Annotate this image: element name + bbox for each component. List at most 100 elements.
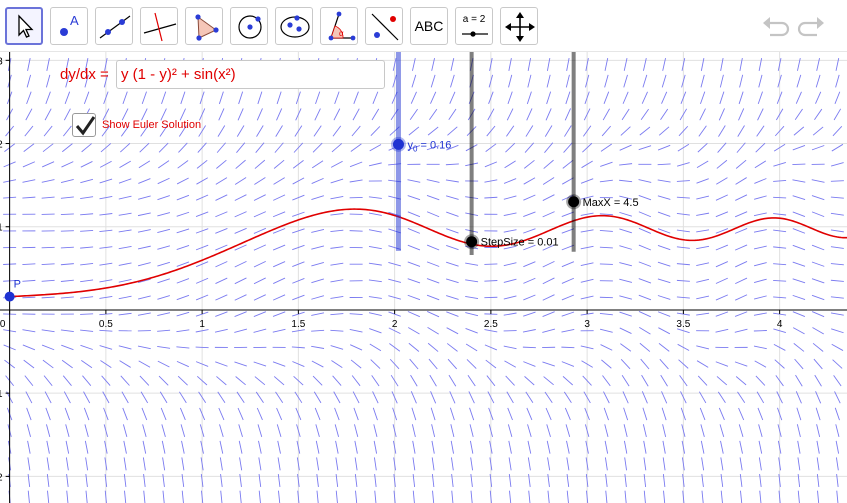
slope-segment [658, 343, 670, 352]
slope-segment [834, 407, 840, 421]
slope-segment [811, 311, 825, 318]
slope-segment [104, 440, 108, 454]
slope-segment [368, 262, 382, 266]
angle-tool-button[interactable]: α [320, 7, 358, 45]
slope-segment [253, 211, 267, 218]
slope-segment [503, 278, 517, 283]
slope-segment [219, 457, 223, 471]
slope-segment [102, 108, 110, 121]
euler-solution-path [9, 208, 847, 298]
move-graphics-view-button[interactable] [500, 7, 538, 45]
slope-segment [258, 490, 261, 503]
slope-segment [561, 361, 575, 367]
slope-segment [157, 245, 171, 250]
cursor-arrow-icon [18, 14, 34, 38]
slope-segment [216, 376, 227, 386]
slope-segment [720, 490, 723, 503]
slope-segment [715, 261, 729, 268]
slope-segment [370, 359, 381, 369]
slope-segment [734, 328, 748, 333]
equation-input-value: y (1 - y)² + sin(x²) [121, 66, 236, 83]
slope-segment [316, 490, 319, 503]
slope-segment [99, 296, 113, 299]
slope-segment [157, 312, 171, 317]
slope-segment [638, 145, 652, 151]
slope-segment [234, 260, 247, 268]
slope-segment [369, 144, 382, 152]
slope-segment [792, 163, 806, 166]
show-euler-solution-checkbox[interactable] [72, 113, 96, 137]
slope-segment [236, 125, 245, 137]
slope-segment [542, 177, 555, 185]
slider-tool-button[interactable]: a = 2 [455, 7, 493, 45]
slope-segment [816, 457, 820, 471]
redo-icon[interactable] [797, 12, 827, 40]
step-size-slider[interactable]: StepSize = 0.01 [464, 52, 559, 256]
slope-segment [778, 490, 781, 503]
slope-segment [682, 490, 685, 503]
slope-segment [526, 91, 532, 105]
slope-segment [792, 261, 806, 267]
slope-segment [311, 228, 325, 233]
slope-segment [621, 108, 630, 121]
slope-segment [351, 125, 361, 137]
circle-tool-button[interactable] [230, 7, 268, 45]
slope-segment [294, 125, 303, 137]
slope-segment [81, 359, 93, 369]
slope-segment [272, 328, 286, 333]
slope-segment [599, 229, 613, 232]
slope-segment [600, 143, 613, 152]
polygon-tool-button[interactable] [185, 7, 223, 45]
slope-segment [794, 358, 804, 370]
slope-segment [619, 211, 632, 217]
point-p[interactable] [4, 291, 15, 302]
slope-segment [219, 440, 224, 454]
perpendicular-line-tool-button[interactable] [140, 7, 178, 45]
line-tool-button[interactable] [95, 7, 133, 45]
slope-segment [753, 245, 767, 250]
slope-segment [235, 159, 246, 169]
maxx-slider[interactable]: MaxX = 4.5 [566, 52, 639, 252]
slope-segment [235, 376, 246, 386]
slope-segment [142, 424, 147, 437]
slope-segment [234, 311, 247, 317]
slope-segment [426, 179, 440, 183]
y-tick-label: -2 [0, 472, 3, 483]
slope-segment [295, 91, 301, 105]
reflect-tool-button[interactable] [365, 7, 403, 45]
slope-segment [773, 143, 786, 152]
slope-segment [292, 261, 305, 267]
ellipse-tool-button[interactable] [275, 7, 313, 45]
slope-segment [427, 327, 439, 335]
slope-segment [773, 343, 786, 351]
point-tool-button[interactable]: A [50, 7, 88, 45]
slope-segment [176, 278, 190, 284]
slope-segment [273, 159, 285, 169]
y0-slider[interactable]: y0 = 0.16 [390, 52, 451, 251]
equation-input[interactable]: y (1 - y)² + sin(x²) [116, 60, 385, 89]
slope-segment [200, 440, 204, 454]
slope-segment [561, 277, 575, 284]
slope-segment [753, 229, 767, 233]
slope-segment [833, 375, 842, 387]
slope-segment [42, 359, 54, 369]
slope-segment [509, 490, 512, 503]
slope-segment [484, 179, 498, 183]
slope-segment [176, 346, 190, 349]
sliders[interactable]: y0 = 0.16 StepSize = 0.01 MaxX = 4.5 [390, 52, 639, 256]
slope-segment [527, 440, 532, 454]
slope-segment [566, 474, 570, 488]
slope-segment [831, 343, 844, 351]
initial-point[interactable]: P [4, 279, 21, 302]
slider-knob [392, 138, 404, 150]
slope-segment [330, 213, 344, 216]
slope-segment [195, 329, 209, 333]
slope-segment [25, 391, 33, 404]
move-tool-button[interactable] [5, 7, 43, 45]
undo-icon[interactable] [760, 12, 790, 40]
slope-segment [80, 262, 94, 266]
slope-segment [816, 424, 821, 438]
text-tool-button[interactable]: ABC [410, 7, 448, 45]
slope-segment [542, 311, 555, 317]
slope-segment [446, 343, 458, 352]
